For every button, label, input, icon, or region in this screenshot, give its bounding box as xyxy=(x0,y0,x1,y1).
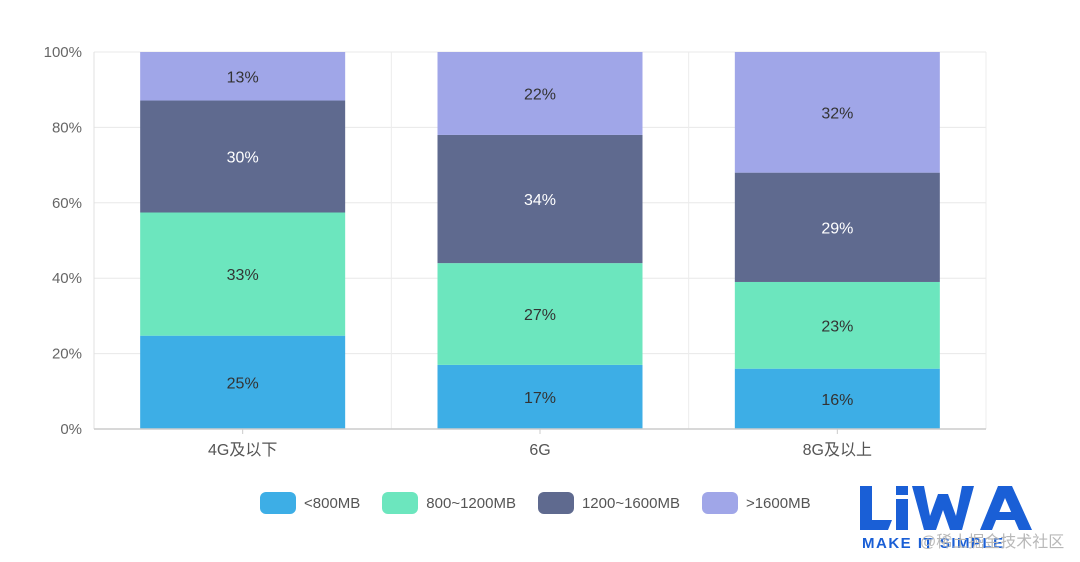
legend-label: 1200~1600MB xyxy=(581,494,680,512)
data-label: 33% xyxy=(227,267,259,284)
bar-segment xyxy=(734,172,940,282)
data-label: 30% xyxy=(227,150,259,167)
data-label: 16% xyxy=(821,392,853,409)
y-tick-label: 40% xyxy=(52,270,82,287)
x-tick-label: 8G及以上 xyxy=(803,441,872,459)
y-tick-label: 60% xyxy=(52,195,82,212)
bar-segment xyxy=(734,52,940,173)
x-tick-label: 4G及以下 xyxy=(208,442,277,459)
bar-segment xyxy=(140,52,346,101)
data-label: 13% xyxy=(227,69,259,86)
bar-segment xyxy=(734,281,940,369)
bar-segment xyxy=(437,134,643,264)
legend-label: <800MB xyxy=(304,494,361,512)
legend-label: 800~1200MB xyxy=(426,494,516,512)
legend-swatch xyxy=(382,492,419,514)
watermark: @稀土掘金技术社区 xyxy=(920,534,1065,551)
bar-segment xyxy=(437,52,643,135)
x-tick-label: 6G xyxy=(529,442,550,459)
bar-segment xyxy=(140,335,346,429)
logo-mark xyxy=(860,486,1032,530)
legend-swatch xyxy=(537,492,574,514)
data-label: 22% xyxy=(524,86,556,103)
logo-tagline: MAKE IT SIMPLE xyxy=(862,535,1005,552)
y-tick-label: 100% xyxy=(44,44,82,61)
legend-item[interactable]: >1600MB xyxy=(701,492,811,514)
data-label: 32% xyxy=(821,105,853,122)
bars-layer xyxy=(140,52,940,429)
data-labels-layer: 25% 33% 30% 13% 17% 27% 34% 22% 16% 23% 29% 32% xyxy=(227,69,854,409)
legend-swatch xyxy=(701,492,738,514)
liwa-logo: MAKE IT SIMPLE xyxy=(860,486,1032,552)
legend-item[interactable]: 1200~1600MB xyxy=(537,492,680,514)
bar-segment xyxy=(437,364,643,429)
data-label: 17% xyxy=(524,390,556,407)
data-label: 27% xyxy=(524,307,556,324)
bar-segment xyxy=(140,100,346,213)
bar-segment xyxy=(140,212,346,336)
y-tick-label: 80% xyxy=(52,119,82,136)
legend-swatch xyxy=(260,492,296,514)
legend-item[interactable]: <800MB xyxy=(260,492,360,514)
y-tick-label: 20% xyxy=(52,346,82,363)
y-tick-label: 0% xyxy=(60,421,82,438)
data-label: 23% xyxy=(821,318,853,335)
legend-label: >1600MB xyxy=(745,494,811,512)
bar-segment xyxy=(734,368,940,429)
bar-segment xyxy=(437,263,643,365)
data-label: 29% xyxy=(821,220,853,237)
data-label: 34% xyxy=(524,192,556,209)
data-label: 25% xyxy=(227,375,259,392)
legend-item[interactable]: 800~1200MB xyxy=(382,492,516,514)
chart-legend: <800MB 800~1200MB 1200~1600MB >1600MB xyxy=(260,492,811,514)
axis-layer: 0% 20% 40% 60% 80% 100% 4G及以下 6G 8G及以上 xyxy=(44,44,986,459)
